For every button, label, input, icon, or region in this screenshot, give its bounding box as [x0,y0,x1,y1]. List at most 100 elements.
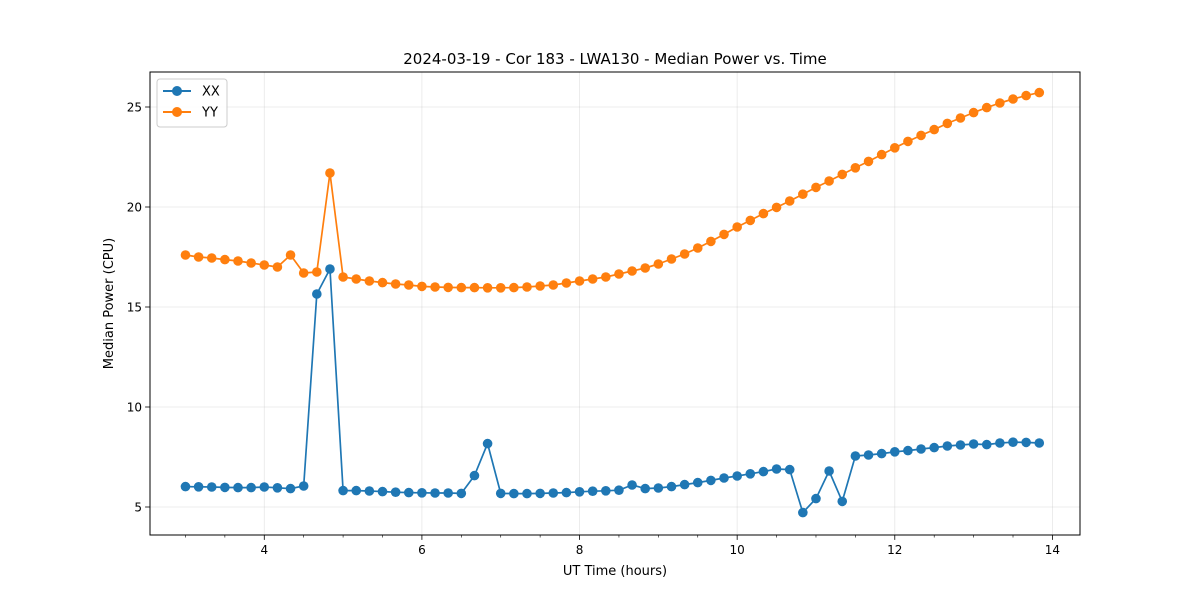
data-point-xx [1021,437,1031,448]
data-point-xx [850,451,861,461]
data-point-xx [233,482,243,493]
data-point-yy [338,272,348,282]
grid [150,72,1080,535]
data-point-xx [456,488,467,499]
legend-label-yy: YY [201,106,218,121]
axis-ticks: 4 6 8 10 12 14 5 10 15 20 25 [127,101,1060,558]
x-tick-label: 8 [576,543,584,557]
data-point-xx [548,488,559,498]
data-point-yy [220,254,230,265]
data-point-xx [259,482,270,492]
data-point-xx [981,439,992,450]
x-tick-label: 12 [887,543,902,557]
data-point-xx [640,483,651,494]
data-point-xx [745,469,756,479]
plot-frame [149,71,1081,536]
data-point-yy [482,283,493,293]
data-point-yy [995,98,1005,108]
data-point-yy [771,202,782,213]
data-point-xx [509,488,519,499]
data-point-xx [889,447,900,457]
data-point-yy [1021,90,1031,101]
data-point-xx [430,488,440,498]
x-tick-label: 14 [1045,543,1060,557]
data-point-yy [206,253,217,263]
data-point-yy [574,276,585,286]
data-point-yy [916,130,926,141]
legend: XX YY [156,78,228,128]
data-point-yy [377,277,388,288]
data-point-xx [601,486,611,496]
y-tick-label: 20 [127,201,142,215]
data-point-xx [574,487,585,497]
data-point-yy [706,236,716,247]
data-point-yy [1034,87,1045,98]
data-point-xx [351,485,362,496]
data-point-yy [390,279,401,289]
data-point-yy [417,281,427,292]
data-point-yy [666,254,677,264]
data-point-yy [640,263,651,273]
data-point-xx [784,464,795,475]
data-point-xx [272,483,283,493]
data-point-yy [548,280,559,290]
data-point-xx [929,442,939,453]
data-point-yy [312,267,322,277]
data-point-yy [889,143,900,153]
data-point-yy [876,149,887,160]
data-point-xx [482,438,493,449]
data-point-yy [180,250,191,260]
data-point-xx [443,488,453,498]
data-point-xx [968,439,979,449]
legend-marker-yy [172,107,182,117]
data-point-xx [903,445,913,456]
data-point-yy [614,269,624,279]
data-point-xx [614,485,624,496]
data-point-yy [798,189,808,199]
data-point-xx [587,486,598,497]
data-point-yy [653,259,664,269]
data-point-xx [403,487,414,498]
data-point-yy [298,268,309,278]
data-point-xx [377,486,388,497]
data-point-yy [587,274,598,284]
data-point-xx [798,507,808,518]
data-point-yy [364,276,375,286]
data-point-yy [863,156,874,167]
x-tick-label: 10 [730,543,745,557]
data-point-yy [495,283,506,293]
data-point-xx [916,444,926,454]
data-point-yy [942,118,953,129]
data-point-xx [338,485,348,496]
data-point-xx [706,475,716,486]
data-point-yy [246,258,256,268]
data-point-xx [193,482,204,492]
data-point-yy [285,250,296,260]
data-point-xx [535,488,545,499]
data-point-xx [561,487,572,498]
chart-title: 2024-03-19 - Cor 183 - LWA130 - Median P… [403,50,827,68]
data-point-yy [561,278,572,288]
x-axis-label: UT Time (hours) [563,564,667,579]
data-point-yy [522,282,532,292]
data-point-yy [719,229,729,240]
data-point-xx [863,450,874,460]
y-axis-label: Median Power (CPU) [102,238,117,369]
data-point-yy [811,182,821,193]
data-point-xx [364,486,375,496]
data-point-yy [469,282,480,293]
data-point-xx [758,466,769,477]
data-point-xx [627,480,637,490]
data-point-yy [824,176,834,186]
data-point-xx [837,496,848,507]
data-point-yy [233,256,243,266]
data-point-xx [876,448,887,459]
data-point-yy [403,280,414,290]
data-point-xx [495,488,506,499]
data-point-xx [390,487,401,498]
data-point-xx [666,481,677,492]
data-point-xx [692,477,703,488]
data-point-yy [981,102,992,113]
data-point-yy [903,136,913,147]
y-tick-label: 25 [127,101,142,115]
